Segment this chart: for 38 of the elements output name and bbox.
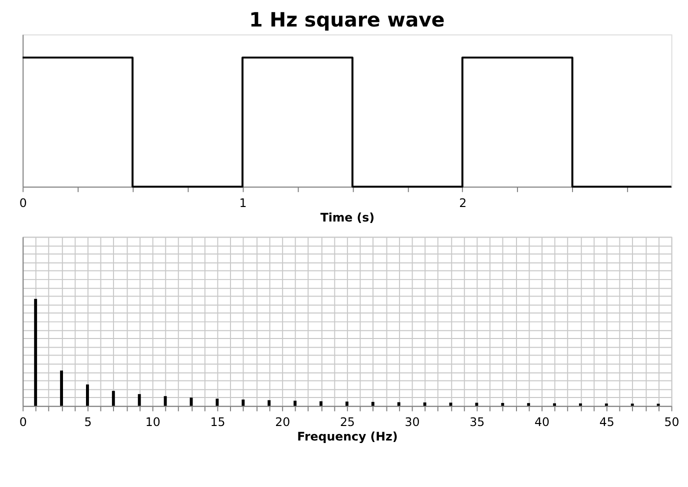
x-tick-label: 5 [84,415,92,430]
bar [268,400,271,406]
bar [579,403,582,406]
x-tick-label: 0 [19,415,27,430]
x-tick-label: 50 [664,415,680,430]
bar [345,402,348,406]
bar [216,398,219,406]
bar [501,402,504,406]
bar [397,402,400,406]
bar [320,401,322,406]
bar [60,370,63,406]
bar [164,396,167,406]
bar [294,400,297,406]
bar [242,400,245,406]
bar [527,403,530,406]
x-axis-title: Frequency (Hz) [297,430,398,444]
bar [423,402,426,406]
bar [449,402,452,406]
x-tick-label: 2 [459,196,467,210]
bar [553,403,556,406]
x-tick-label: 30 [404,415,420,430]
bar [138,394,141,406]
x-tick-label: 35 [470,415,485,430]
bar [86,384,89,406]
x-tick-label: 40 [534,415,550,430]
bar [34,298,38,406]
bar [371,402,374,406]
x-tick-label: 0 [19,196,27,210]
bar [112,390,115,406]
x-tick-label: 10 [145,415,160,430]
x-tick-label: 45 [599,415,614,430]
x-tick-label: 20 [275,415,290,430]
bar [475,402,478,406]
x-tick-label: 15 [210,415,226,430]
chart-title: 1 Hz square wave [249,8,445,32]
x-tick-label: 25 [340,415,355,430]
x-tick-label: 1 [239,196,247,210]
x-axis-title: Time (s) [320,210,375,225]
